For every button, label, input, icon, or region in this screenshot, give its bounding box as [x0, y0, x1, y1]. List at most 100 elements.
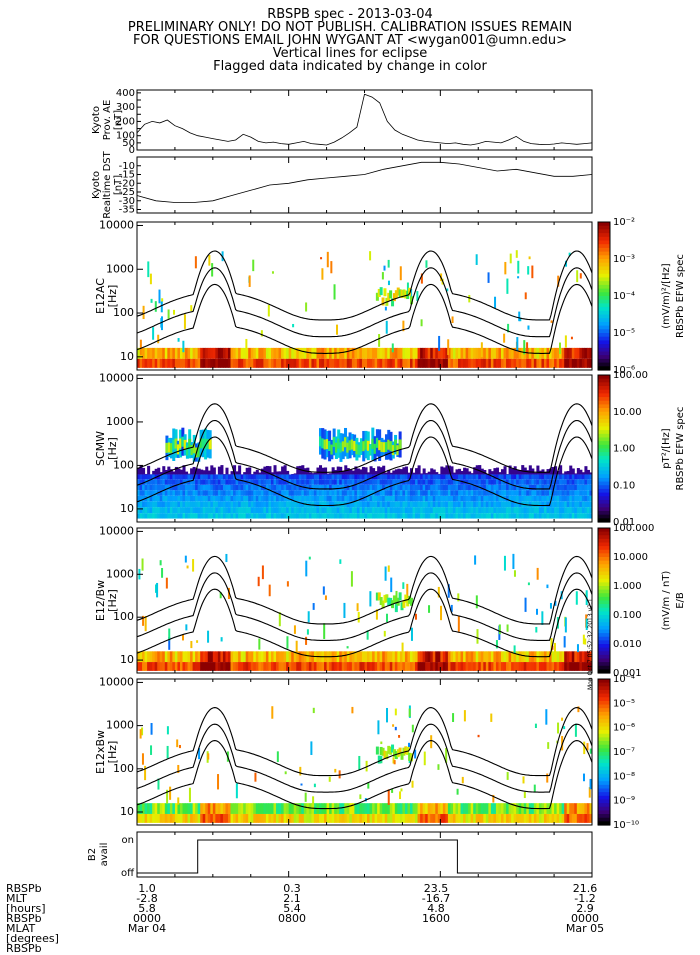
colorbar-tick-5-4: 10⁻⁸ [613, 771, 635, 782]
patch-bin [358, 612, 360, 623]
patch-bin [452, 713, 454, 722]
patch-bin [529, 256, 531, 259]
colorbar-swatch [598, 701, 610, 705]
colorbar-swatch [598, 430, 610, 434]
patch-bin [468, 295, 470, 302]
colorbar-swatch [598, 423, 610, 427]
colorbar-swatch [598, 572, 610, 576]
patch-bin [185, 624, 187, 630]
colorbar-swatch [598, 694, 610, 698]
ylabel-1-2: [nT] [113, 175, 124, 195]
patch-bin [504, 556, 506, 571]
patch-bin [388, 281, 390, 285]
patch-bin [252, 260, 254, 271]
colorbar-swatch [598, 615, 610, 619]
colorbar-swatch [598, 723, 610, 727]
patch-bin [166, 578, 168, 589]
colorbar-swatch [598, 655, 610, 659]
patch-bin [576, 591, 578, 604]
ylabel-3-1: [Hz] [106, 437, 119, 460]
colorbar-swatch [598, 303, 610, 307]
patch-bin [514, 645, 516, 653]
patch-bin [178, 338, 180, 342]
colorbar-swatch [598, 807, 610, 811]
patch-bin [258, 577, 260, 586]
colorbar-swatch [598, 697, 610, 701]
patch-bin [192, 559, 194, 572]
patch-bin [563, 726, 565, 729]
patch-bin [151, 723, 153, 735]
patch-bin [590, 749, 592, 754]
colorbar-swatch [598, 300, 610, 304]
colorbar-swatch [598, 266, 610, 270]
ytick-label-3-2: 1000 [106, 415, 134, 428]
colorbar-swatch [598, 329, 610, 333]
patch-bin [457, 789, 459, 795]
colorbar-swatch [598, 561, 610, 565]
patch-bin [564, 636, 566, 647]
patch-bin [528, 582, 530, 585]
colorbar-swatch [598, 241, 610, 245]
patch-bin [512, 554, 514, 569]
patch-bin [325, 595, 327, 599]
patch-bin [575, 724, 577, 737]
colorbar-swatch [598, 745, 610, 749]
colorbar-swatch [598, 611, 610, 615]
patch-bin [305, 793, 307, 802]
patch-bin [334, 284, 336, 299]
colorbar-swatch [598, 318, 610, 322]
colorbar-swatch [598, 763, 610, 767]
colorbar-swatch [598, 626, 610, 630]
colorbar-swatch [598, 619, 610, 623]
patch-bin [161, 301, 163, 312]
patch-bin [305, 561, 307, 577]
series-line-0 [137, 94, 592, 145]
colorbar-swatch [598, 553, 610, 557]
patch-bin [173, 310, 175, 315]
scm-fringe [238, 465, 241, 474]
colorbar-swatch [598, 575, 610, 579]
colorbar-swatch [598, 597, 610, 601]
footer-date-col1: Mar 04 [117, 924, 177, 935]
patch-bin [161, 298, 163, 301]
colorbar-label-2-0: (mV/m)²/[Hz] [661, 263, 672, 329]
ytick-label-1-5: -10 [119, 161, 135, 172]
patch-bin [527, 266, 529, 274]
patch-bin [388, 789, 390, 805]
colorbar-tick-3-1: 10.00 [613, 407, 642, 418]
colorbar-tick-5-3: 10⁻⁷ [613, 747, 635, 758]
patch-bin [437, 764, 439, 770]
patch-bin [339, 559, 341, 564]
patch-bin [277, 751, 279, 762]
patch-bin [177, 797, 179, 804]
patch-bin [258, 639, 260, 650]
patch-bin [438, 336, 440, 351]
colorbar-swatch [598, 712, 610, 716]
b2-ylabel-1: avail [99, 843, 110, 867]
patch-bin [294, 625, 296, 634]
colorbar-swatch [598, 803, 610, 807]
patch-bin [527, 326, 529, 330]
colorbar-tick-2-1: 10⁻³ [613, 254, 635, 265]
colorbar-swatch [598, 604, 610, 608]
chorus-core [399, 439, 402, 449]
patch-bin [425, 260, 427, 267]
patch-bin [369, 251, 371, 260]
patch-bin [395, 709, 397, 716]
colorbar-swatch [598, 810, 610, 814]
colorbar-swatch [598, 292, 610, 296]
colorbar-label-4-0: (mV/m / nT) [661, 571, 672, 631]
patch-bin [478, 735, 480, 737]
colorbar-swatch [598, 340, 610, 344]
patch-bin [399, 791, 401, 799]
patch-bin [380, 742, 382, 745]
colorbar-swatch [598, 426, 610, 430]
patch-bin [571, 337, 573, 340]
colorbar-swatch [598, 322, 610, 326]
colorbar-swatch [598, 601, 610, 605]
colorbar-swatch [598, 393, 610, 397]
patch-bin [424, 752, 426, 766]
colorbar-swatch [598, 363, 610, 367]
patch-bin [481, 342, 483, 357]
patch-bin [160, 560, 162, 565]
